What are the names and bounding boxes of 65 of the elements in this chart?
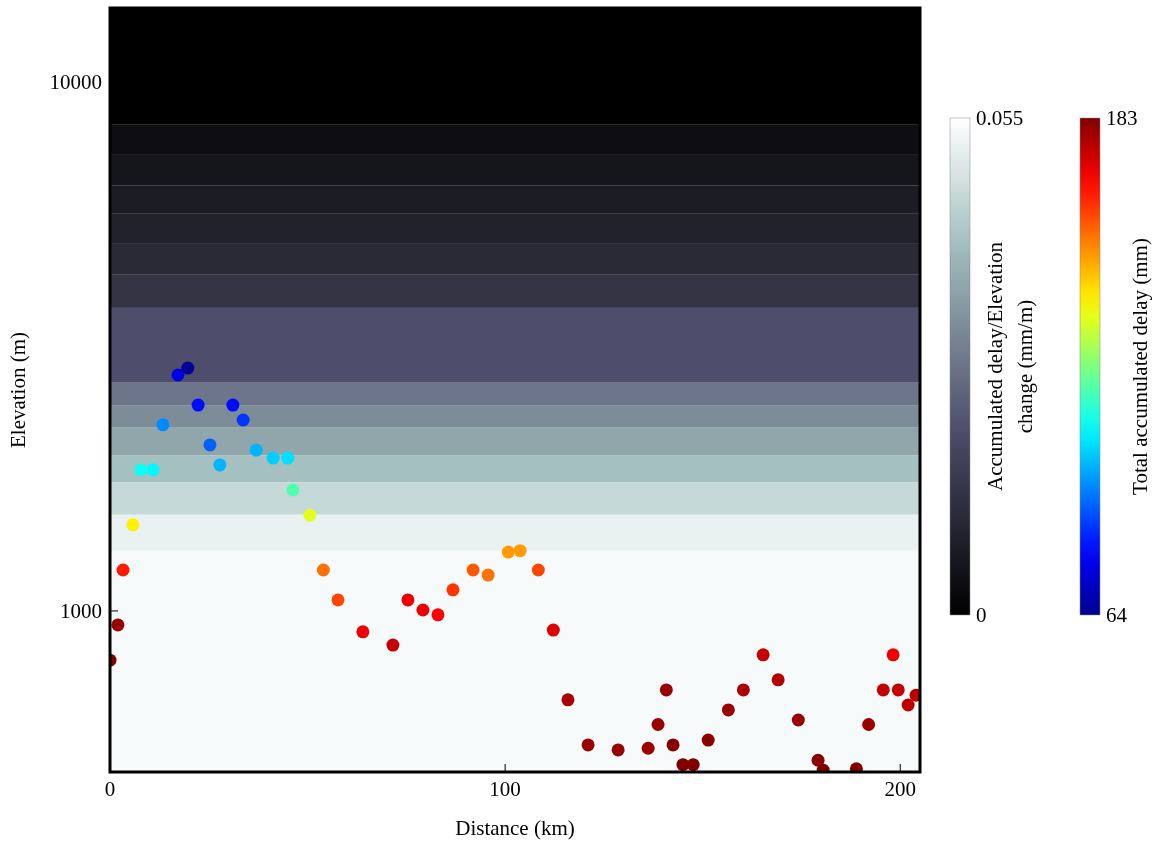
point — [236, 413, 250, 427]
point — [203, 438, 217, 452]
point — [111, 618, 125, 632]
x-tick-label: 0 — [104, 777, 116, 801]
point — [156, 418, 170, 432]
point — [531, 563, 545, 577]
point — [401, 593, 415, 607]
point — [546, 623, 560, 637]
point — [249, 443, 263, 457]
point — [213, 458, 227, 472]
point — [266, 451, 280, 465]
point — [501, 545, 515, 559]
point — [513, 544, 527, 558]
point — [226, 398, 240, 412]
point — [756, 648, 770, 662]
point — [641, 741, 655, 755]
point — [891, 683, 905, 697]
point — [171, 368, 185, 382]
point — [356, 625, 370, 639]
point — [386, 638, 400, 652]
text: 0 — [976, 603, 987, 628]
point — [862, 717, 876, 731]
point — [886, 648, 900, 662]
text: 0.055 — [976, 106, 1024, 131]
point — [611, 743, 625, 757]
point — [791, 713, 805, 727]
point — [446, 583, 460, 597]
color-bar-title: Total accumulated delay (mm) — [1128, 238, 1152, 495]
point — [651, 717, 665, 731]
point — [431, 608, 445, 622]
point — [581, 738, 595, 752]
point — [736, 683, 750, 697]
point — [134, 463, 148, 477]
point — [666, 738, 680, 752]
point — [466, 563, 480, 577]
point — [116, 563, 130, 577]
x-tick-label: 200 — [884, 777, 916, 801]
point — [416, 603, 430, 617]
color-bar-label: 183 — [1106, 106, 1138, 131]
point — [901, 698, 915, 712]
point — [481, 568, 495, 582]
point — [811, 753, 825, 767]
point — [876, 683, 890, 697]
point — [331, 593, 345, 607]
point — [686, 758, 700, 772]
point — [126, 518, 140, 532]
color-bar-label: 64 — [1106, 603, 1128, 628]
point — [316, 563, 330, 577]
point — [181, 361, 195, 375]
point — [146, 463, 160, 477]
x-axis-title: Distance (km) — [455, 816, 575, 840]
point — [721, 703, 735, 717]
point — [191, 398, 205, 412]
point — [303, 508, 317, 522]
point — [286, 483, 300, 497]
y-tick-label: 10000 — [49, 70, 102, 95]
point — [561, 693, 575, 707]
y-tick-label: 1000 — [60, 599, 102, 624]
point — [281, 451, 295, 465]
x-tick-label: 100 — [489, 777, 521, 801]
point — [771, 673, 785, 687]
point — [659, 683, 673, 697]
color-bar-title: Accumulated delay/Elevation change (mm/m) — [983, 241, 1038, 491]
y-axis-title: Elevation (m) — [6, 331, 30, 449]
point — [701, 733, 715, 747]
